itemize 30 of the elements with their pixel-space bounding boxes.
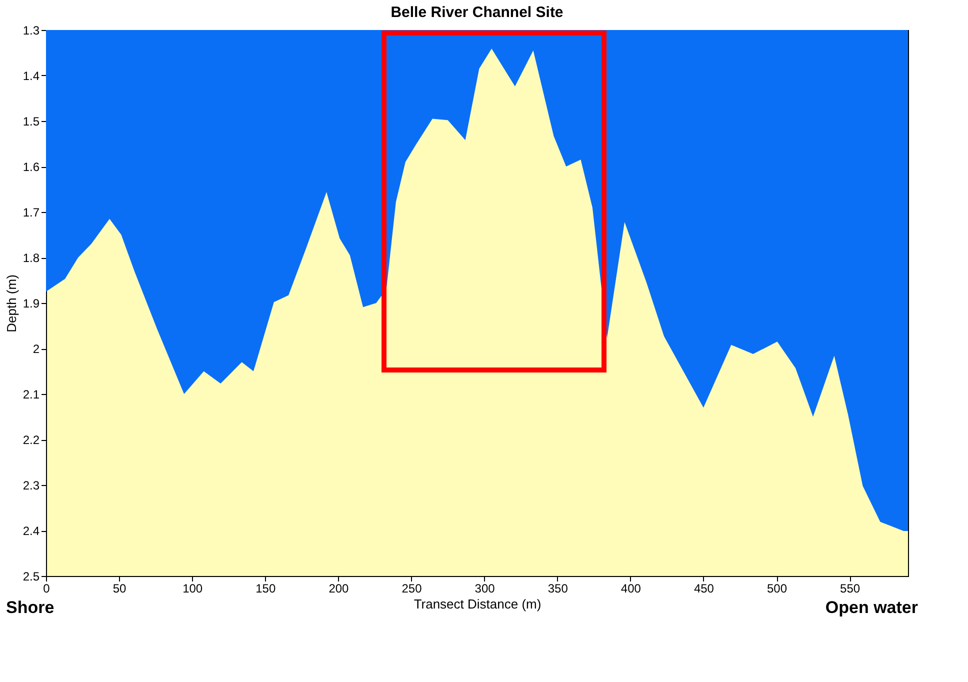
chart-title: Belle River Channel Site <box>390 4 564 21</box>
y-tick-label: 1.7 <box>22 206 40 220</box>
y-tick-label: 1.3 <box>22 24 40 38</box>
y-tick-label: 2.3 <box>22 478 40 492</box>
y-tick-label: 2.1 <box>22 388 40 402</box>
y-tick-label: 1.4 <box>22 69 40 83</box>
y-tick-label: 2.4 <box>22 524 40 538</box>
y-tick-label: 1.8 <box>22 251 40 265</box>
y-tick-label: 2.2 <box>22 433 40 447</box>
x-axis-title: Transect Distance (m) <box>414 596 542 612</box>
x-tick-label: 300 <box>474 582 496 596</box>
y-axis-title: Depth (m) <box>4 274 19 332</box>
y-tick-label: 2.5 <box>22 570 40 584</box>
x-tick-label: 400 <box>620 582 642 596</box>
x-tick-label: 200 <box>328 582 350 596</box>
x-tick-label: 250 <box>402 582 422 596</box>
y-tick-label: 2 <box>32 342 40 356</box>
x-tick-label: 150 <box>256 582 276 596</box>
x-tick-label: 500 <box>766 582 788 596</box>
y-tick-label: 1.6 <box>22 160 40 174</box>
text: Shore <box>6 598 54 617</box>
x-tick-label: 450 <box>694 582 714 596</box>
y-tick-label: 1.9 <box>22 296 40 310</box>
text: Open water <box>825 598 918 617</box>
x-tick-label: 0 <box>43 582 50 596</box>
x-tick-label: 100 <box>182 582 203 596</box>
y-tick-label: 1.5 <box>22 114 40 128</box>
x-tick-label: 350 <box>548 582 568 596</box>
x-tick-label: 50 <box>112 582 127 596</box>
x-tick-label: 550 <box>840 582 860 596</box>
